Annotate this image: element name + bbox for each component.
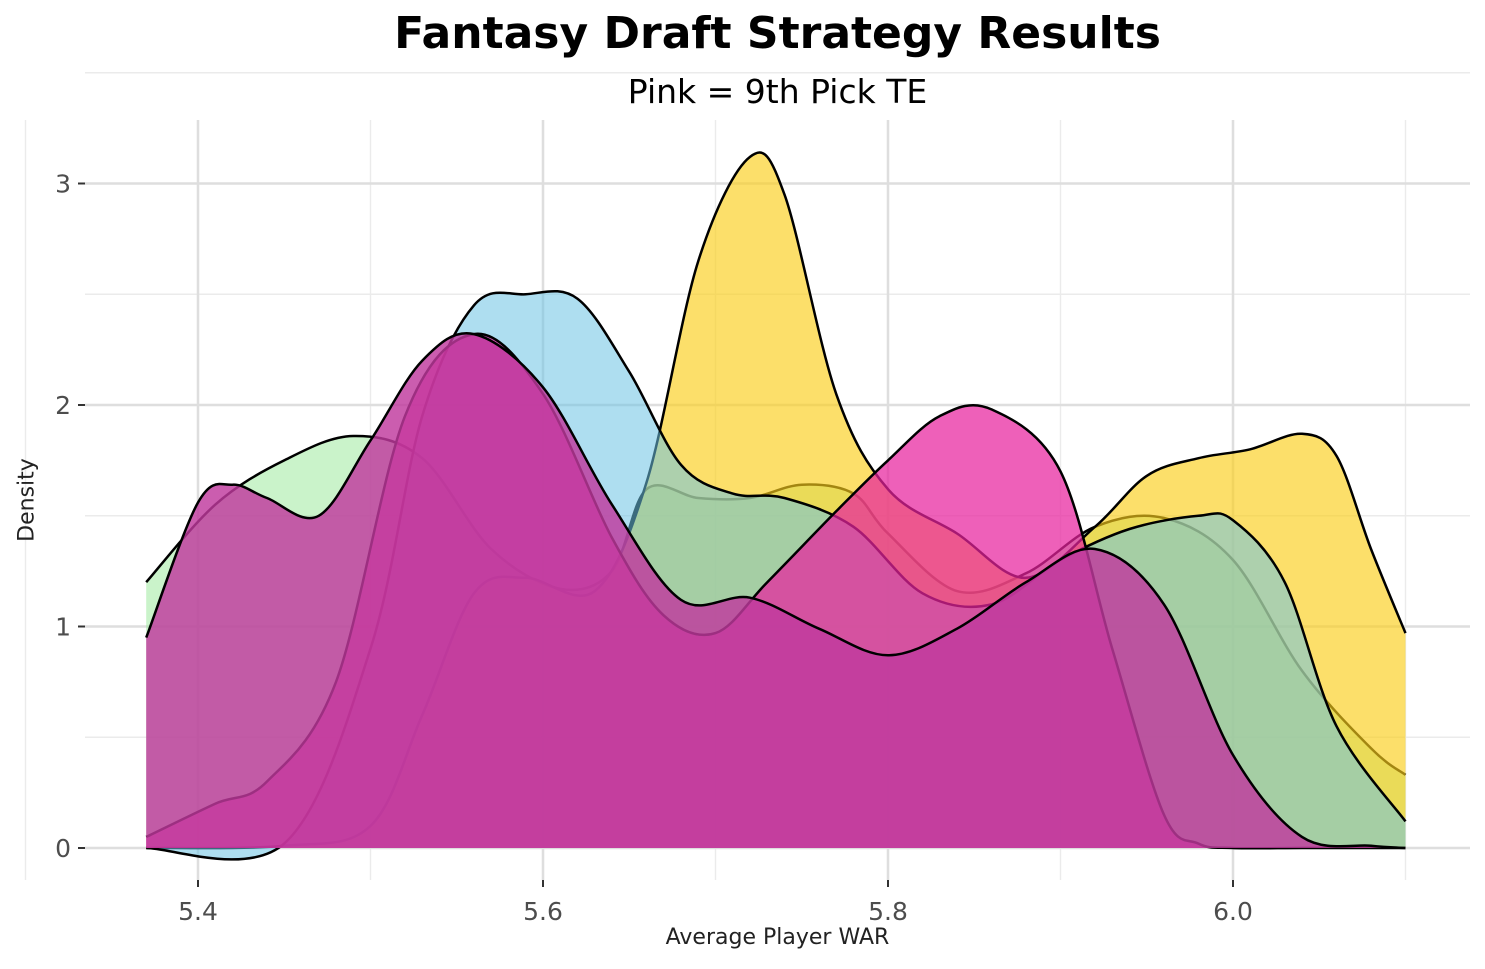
density-line-5: [145, 332, 1406, 850]
y-axis-label: Density: [14, 458, 40, 542]
density-series: [145, 151, 1407, 861]
x-axis-label: Average Player WAR: [665, 925, 890, 950]
y-tick-label: 1: [55, 613, 71, 642]
x-tick-label: 5.6: [523, 897, 563, 926]
y-tick-label: 0: [55, 834, 71, 863]
y-tick-label: 3: [55, 170, 71, 199]
chart-subtitle: Pink = 9th Pick TE: [627, 72, 928, 111]
y-tick-label: 2: [55, 391, 71, 420]
x-tick-label: 5.4: [178, 897, 218, 926]
x-tick-label: 5.8: [868, 897, 908, 926]
y-tick-labels: 0 1 2 3: [55, 170, 71, 864]
x-tick-labels: 5.4 5.6 5.8 6.0: [178, 897, 1253, 926]
density-area-5: [146, 333, 1406, 848]
axis-ticks: [78, 182, 1234, 887]
chart-title: Fantasy Draft Strategy Results: [394, 8, 1161, 59]
x-tick-label: 6.0: [1213, 897, 1253, 926]
